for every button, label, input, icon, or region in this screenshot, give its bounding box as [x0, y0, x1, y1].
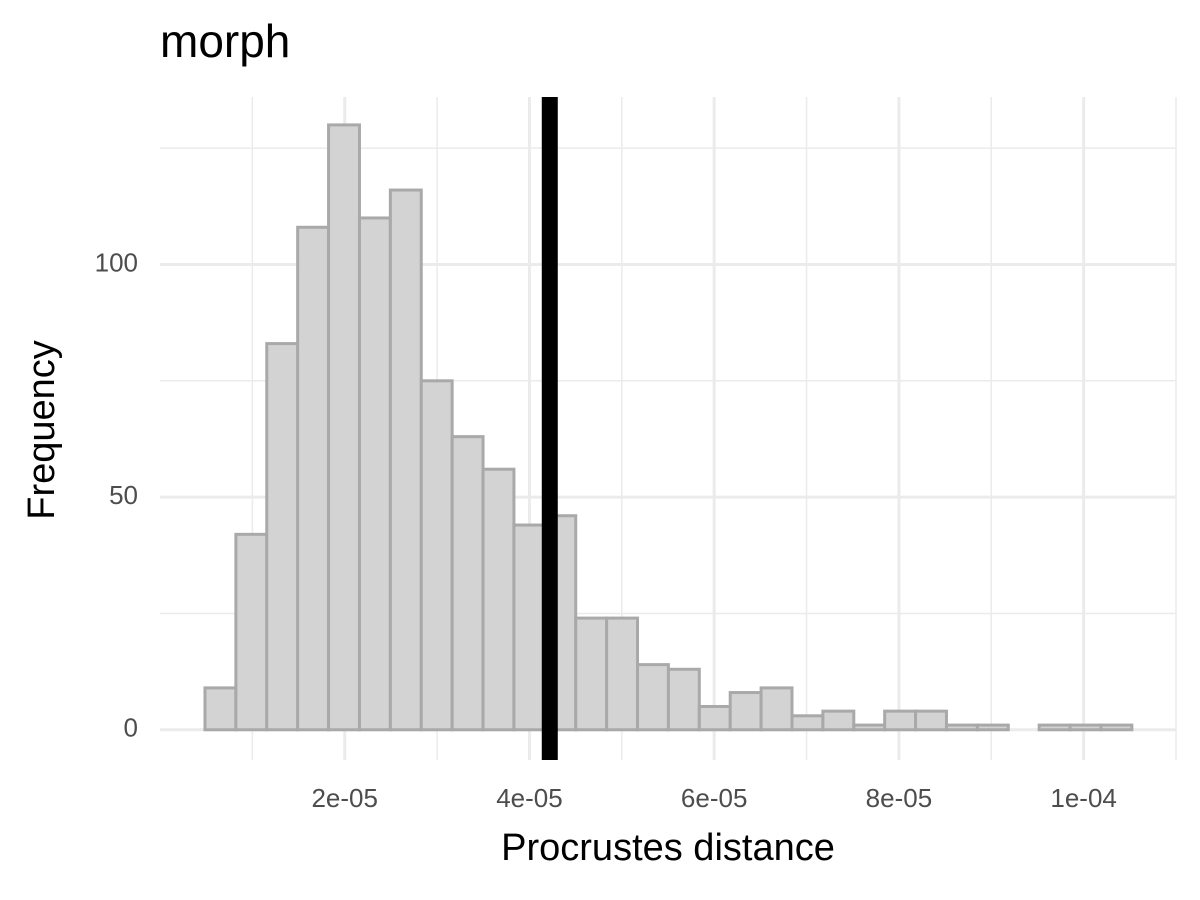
y-tick-label: 0 [124, 713, 138, 743]
bar [636, 663, 670, 732]
bar [265, 342, 300, 732]
bar [327, 123, 361, 732]
bar [203, 686, 238, 732]
bar [419, 379, 454, 732]
bar [1099, 723, 1134, 732]
bar [388, 188, 423, 732]
x-tick-label: 6e-05 [681, 783, 748, 813]
bar [357, 216, 392, 732]
bar [296, 225, 331, 732]
bar [697, 704, 732, 732]
x-tick-label: 2e-05 [311, 783, 378, 813]
x-tick-label: 4e-05 [496, 783, 563, 813]
bar [944, 723, 979, 732]
bar [883, 709, 918, 732]
bar [666, 667, 701, 732]
bar [1037, 723, 1072, 732]
x-axis-label: Procrustes distance [501, 827, 835, 869]
bar [450, 435, 485, 732]
bar [234, 532, 269, 732]
bar [512, 523, 547, 732]
bar [1068, 723, 1103, 732]
bar [728, 691, 763, 732]
y-tick-label: 100 [95, 247, 138, 277]
bar [975, 723, 1010, 732]
bar [914, 709, 948, 732]
bar [605, 616, 640, 732]
x-tick-label: 1e-04 [1050, 783, 1117, 813]
bar [574, 616, 609, 732]
x-tick-label: 8e-05 [866, 783, 933, 813]
bar [852, 723, 887, 732]
bar [759, 686, 794, 732]
bar [821, 709, 856, 732]
y-axis-label: Frequency [21, 340, 63, 520]
y-tick-label: 50 [109, 480, 138, 510]
bar [481, 467, 516, 732]
bar [790, 714, 825, 732]
chart-title: morph [160, 15, 290, 67]
